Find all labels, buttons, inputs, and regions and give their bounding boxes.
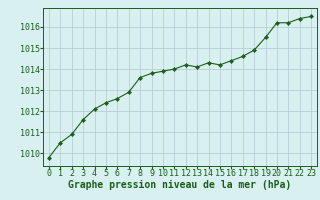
X-axis label: Graphe pression niveau de la mer (hPa): Graphe pression niveau de la mer (hPa) — [68, 180, 292, 190]
